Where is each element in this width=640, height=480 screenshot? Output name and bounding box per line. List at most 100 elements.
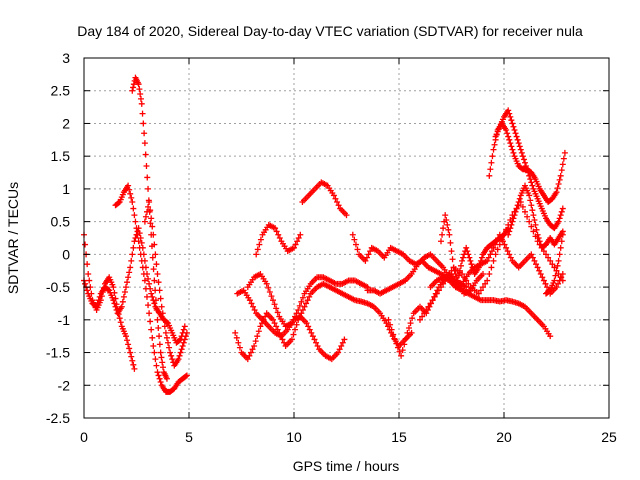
data-point bbox=[254, 333, 261, 340]
data-point bbox=[393, 340, 400, 347]
data-point bbox=[144, 293, 150, 300]
plot-frame bbox=[83, 57, 610, 419]
data-point bbox=[419, 313, 426, 320]
data-point bbox=[311, 336, 318, 343]
x-axis-label: GPS time / hours bbox=[293, 458, 400, 474]
x-tick-labels: 0 5 10 15 20 25 bbox=[80, 429, 617, 445]
data-point bbox=[405, 325, 412, 331]
data-point bbox=[268, 293, 275, 300]
data-point bbox=[146, 280, 153, 287]
data-point bbox=[528, 223, 535, 230]
data-point bbox=[270, 297, 276, 304]
data-point bbox=[526, 172, 533, 179]
data-point bbox=[457, 262, 464, 269]
chart-title: Day 184 of 2020, Sidereal Day-to-day VTE… bbox=[77, 23, 583, 39]
data-point bbox=[183, 329, 190, 336]
data-point bbox=[117, 319, 124, 326]
data-point bbox=[136, 86, 143, 93]
data-point bbox=[464, 248, 471, 255]
data-point bbox=[506, 110, 513, 117]
data-point bbox=[141, 277, 148, 284]
data-point bbox=[305, 323, 312, 330]
data-point bbox=[154, 271, 161, 277]
data-point bbox=[141, 140, 148, 147]
data-point bbox=[335, 349, 342, 356]
data-point bbox=[148, 290, 155, 297]
data-point bbox=[421, 310, 428, 317]
data-point bbox=[157, 349, 164, 356]
data-point bbox=[180, 326, 187, 333]
data-point bbox=[246, 297, 253, 304]
data-point bbox=[135, 81, 142, 88]
data-point bbox=[161, 323, 168, 330]
data-point bbox=[511, 212, 518, 219]
data-point bbox=[508, 143, 515, 150]
data-point bbox=[365, 251, 372, 258]
data-point bbox=[138, 257, 145, 264]
data-point bbox=[476, 261, 483, 268]
data-point bbox=[123, 284, 129, 291]
data-point bbox=[155, 279, 162, 286]
data-point bbox=[336, 346, 343, 353]
data-point bbox=[84, 287, 91, 294]
data-point bbox=[487, 251, 494, 258]
data-point bbox=[244, 356, 251, 363]
y-tick-label: -2.5 bbox=[46, 410, 70, 426]
data-point bbox=[132, 235, 139, 241]
data-point bbox=[509, 218, 516, 225]
series-track-f bbox=[232, 280, 415, 363]
data-point bbox=[557, 212, 564, 219]
data-point bbox=[484, 257, 491, 264]
data-point bbox=[505, 107, 512, 114]
data-point bbox=[516, 195, 523, 202]
data-point bbox=[549, 261, 556, 268]
data-point bbox=[488, 159, 495, 166]
data-point bbox=[149, 254, 156, 261]
data-point bbox=[388, 326, 395, 333]
data-point bbox=[482, 280, 489, 287]
data-point bbox=[390, 331, 397, 338]
data-point bbox=[138, 100, 145, 107]
data-point bbox=[160, 364, 167, 371]
data-point bbox=[116, 315, 123, 322]
data-point bbox=[153, 307, 160, 313]
data-point bbox=[399, 347, 406, 354]
data-point bbox=[314, 343, 321, 349]
y-tick-labels: -2.5 -2 -1.5 -1 -0.5 0 0.5 1 1.5 2 2.5 3 bbox=[46, 50, 70, 426]
data-point bbox=[539, 274, 546, 281]
data-point bbox=[486, 172, 493, 179]
data-point bbox=[409, 315, 416, 322]
data-point bbox=[301, 303, 308, 310]
data-point bbox=[478, 254, 485, 261]
data-point bbox=[149, 334, 156, 341]
data-point bbox=[152, 251, 159, 258]
data-point bbox=[288, 320, 295, 327]
data-point bbox=[303, 300, 310, 307]
data-point bbox=[480, 284, 486, 291]
data-point bbox=[118, 303, 125, 310]
data-point bbox=[507, 113, 514, 120]
data-point bbox=[525, 169, 532, 176]
data-point bbox=[452, 271, 459, 277]
data-point bbox=[559, 205, 566, 212]
data-point bbox=[273, 305, 280, 312]
data-point bbox=[140, 120, 147, 127]
data-point bbox=[127, 349, 134, 356]
data-point bbox=[488, 264, 495, 271]
data-point bbox=[160, 316, 167, 323]
data-point bbox=[534, 264, 541, 271]
data-point bbox=[96, 293, 103, 300]
data-point bbox=[407, 320, 414, 327]
data-point bbox=[534, 231, 541, 238]
data-point bbox=[559, 271, 566, 277]
data-point bbox=[115, 199, 122, 206]
data-point bbox=[509, 146, 516, 153]
data-point bbox=[290, 316, 297, 323]
data-point bbox=[556, 176, 563, 183]
data-point bbox=[522, 208, 528, 215]
data-point bbox=[537, 271, 544, 277]
data-point bbox=[125, 274, 132, 281]
data-point bbox=[354, 246, 361, 253]
data-point bbox=[555, 181, 562, 187]
